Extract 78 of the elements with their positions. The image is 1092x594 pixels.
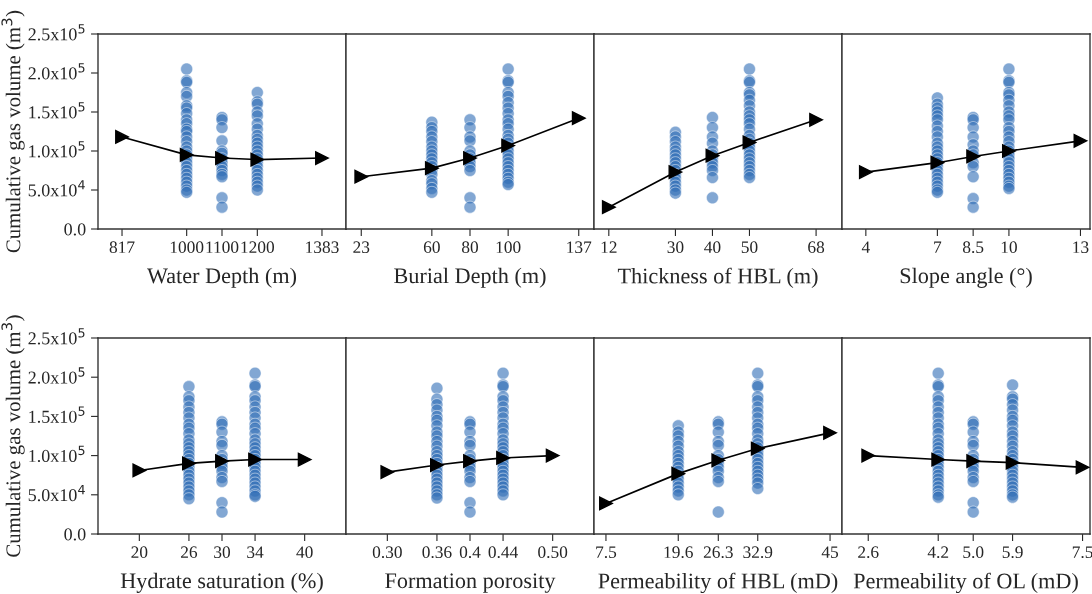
x-tick-label: 0.44: [488, 546, 518, 559]
y-tick-label: 5.0x10$^{4}$: [28, 484, 85, 502]
x-tick-label: 12: [601, 241, 617, 253]
point: [545, 448, 560, 463]
x-tick-label: 0.30: [372, 546, 402, 559]
x-tick-label: 10: [1001, 241, 1017, 254]
x-tick-label: 1200: [241, 241, 275, 254]
x-tick-label: 26: [181, 546, 198, 559]
x-tick-label: 100: [496, 241, 521, 254]
x-tick-label: 23: [353, 241, 370, 254]
y-tick-label: 2.0x10$^{5}$: [28, 367, 85, 384]
x-tick-label: 2.6: [858, 546, 879, 559]
x-tick-label: 30: [214, 546, 231, 559]
x-axis-title: Permeability of OL (mD): [853, 572, 1078, 594]
x-axis-title: Slope angle (°): [900, 267, 1032, 288]
point: [380, 465, 395, 480]
y-tick-label: 0.0: [64, 223, 86, 236]
x-axis-title: Permeability of HBL (mD): [598, 572, 838, 594]
x-tick-label: 8.5: [962, 241, 984, 254]
x-tick-label: 5.9: [1002, 546, 1023, 559]
x-axis-title: Hydrate saturation (%): [120, 572, 323, 593]
x-tick-label: 1000: [170, 241, 204, 254]
x-tick-label: 20: [131, 546, 148, 559]
y-axis-title: Cumulative gas volume (m$^{3}$): [1, 10, 25, 253]
x-tick-label: 19.6: [664, 546, 693, 559]
x-tick-label: 13: [1073, 241, 1089, 254]
y-axis-title: Cumulative gas volume (m$^{3}$): [1, 315, 25, 557]
x-axis-title: Formation porosity: [385, 573, 556, 593]
x-tick-label: 80: [461, 241, 479, 254]
point: [861, 448, 876, 463]
x-tick-label: 137: [567, 241, 592, 254]
point: [297, 452, 312, 467]
x-tick-label: 4: [861, 241, 870, 253]
x-tick-label: 817: [109, 241, 135, 254]
x-tick-label: 7.5: [1072, 546, 1092, 559]
x-tick-label: 7.5: [596, 546, 617, 559]
y-tick-label: 1.5x10$^{5}$: [29, 102, 85, 119]
x-tick-label: 4.2: [927, 546, 949, 559]
x-tick-label: 7: [934, 241, 942, 253]
point: [599, 496, 613, 511]
x-tick-label: 50: [741, 241, 758, 254]
point: [115, 130, 129, 144]
point: [132, 463, 147, 478]
x-tick-label: 34: [247, 546, 264, 559]
x-tick-label: 0.4: [459, 546, 481, 559]
x-tick-label: 40: [296, 546, 313, 559]
x-tick-label: 26.3: [703, 546, 733, 559]
x-axis-title: Burial Depth (m): [394, 267, 546, 288]
y-tick-label: 1.0x10$^{5}$: [29, 141, 85, 158]
point: [354, 169, 369, 184]
point: [858, 165, 873, 180]
y-tick-label: 2.5x10$^{5}$: [28, 24, 85, 41]
x-tick-label: 40: [704, 241, 721, 254]
x-tick-label: 32.9: [743, 546, 773, 559]
point: [571, 111, 586, 126]
point: [823, 425, 837, 440]
x-tick-label: 1100: [206, 241, 239, 254]
x-tick-label: 60: [423, 241, 440, 254]
x-tick-label: 0.50: [538, 546, 568, 559]
y-tick-label: 5.0x10$^{4}$: [28, 180, 85, 197]
y-tick-label: 0.0: [64, 528, 86, 541]
x-tick-label: 30: [667, 241, 684, 254]
x-tick-label: 5.0: [963, 546, 984, 559]
point: [1073, 133, 1088, 148]
x-tick-label: 0.36: [422, 546, 452, 559]
x-tick-label: 68: [808, 241, 825, 254]
x-axis-title: Water Depth (m): [147, 267, 297, 288]
x-tick-label: 45: [821, 546, 839, 559]
y-tick-label: 1.5x10$^{5}$: [29, 406, 85, 423]
point: [809, 112, 824, 127]
point: [1075, 460, 1090, 475]
point: [315, 151, 329, 165]
y-tick-label: 1.0x10$^{5}$: [29, 445, 85, 463]
y-tick-label: 2.0x10$^{5}$: [28, 63, 85, 80]
x-tick-label: 1383: [306, 241, 339, 254]
point: [601, 200, 616, 215]
y-tick-label: 2.5x10$^{5}$: [28, 328, 85, 345]
x-axis-title: Thickness of HBL (m): [617, 267, 818, 289]
